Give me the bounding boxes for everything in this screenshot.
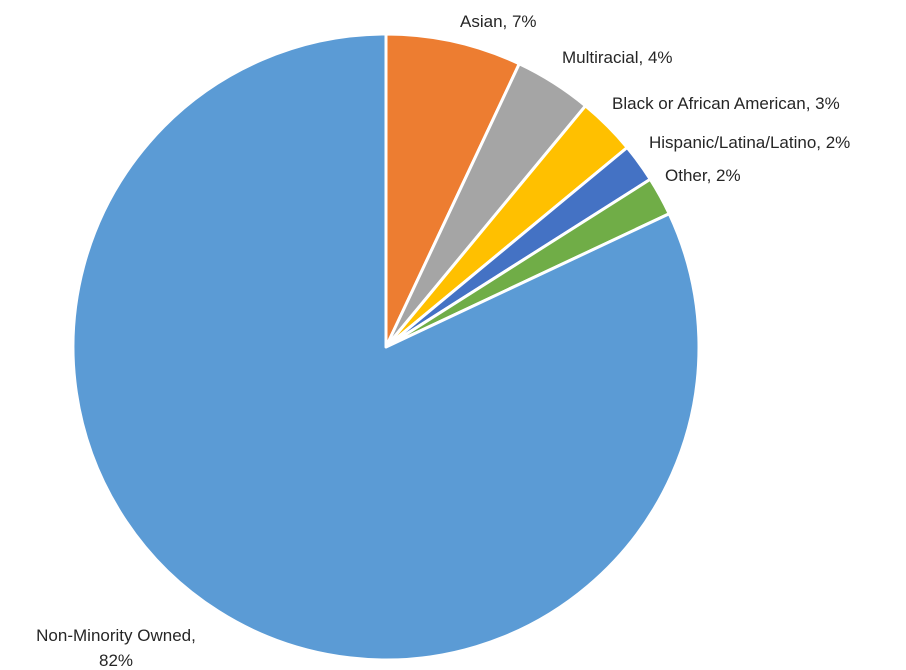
pie-labels: Asian, 7% Multiracial, 4% Black or African…: [36, 12, 850, 670]
pie-slices: [71, 32, 701, 662]
data-label-black-or-african-american: Black or African American, 3%: [612, 94, 840, 113]
data-label-hispanic-latina-latino: Hispanic/Latina/Latino, 2%: [649, 133, 850, 152]
data-label-asian: Asian, 7%: [460, 12, 537, 31]
data-label-other: Other, 2%: [665, 166, 741, 185]
data-label-non-minority-owned: Non-Minority Owned, 82%: [36, 626, 196, 670]
pie-slice-non-minority-owned: [71, 32, 701, 662]
data-label-multiracial: Multiracial, 4%: [562, 48, 673, 67]
pie-slice-asian: [384, 32, 521, 349]
